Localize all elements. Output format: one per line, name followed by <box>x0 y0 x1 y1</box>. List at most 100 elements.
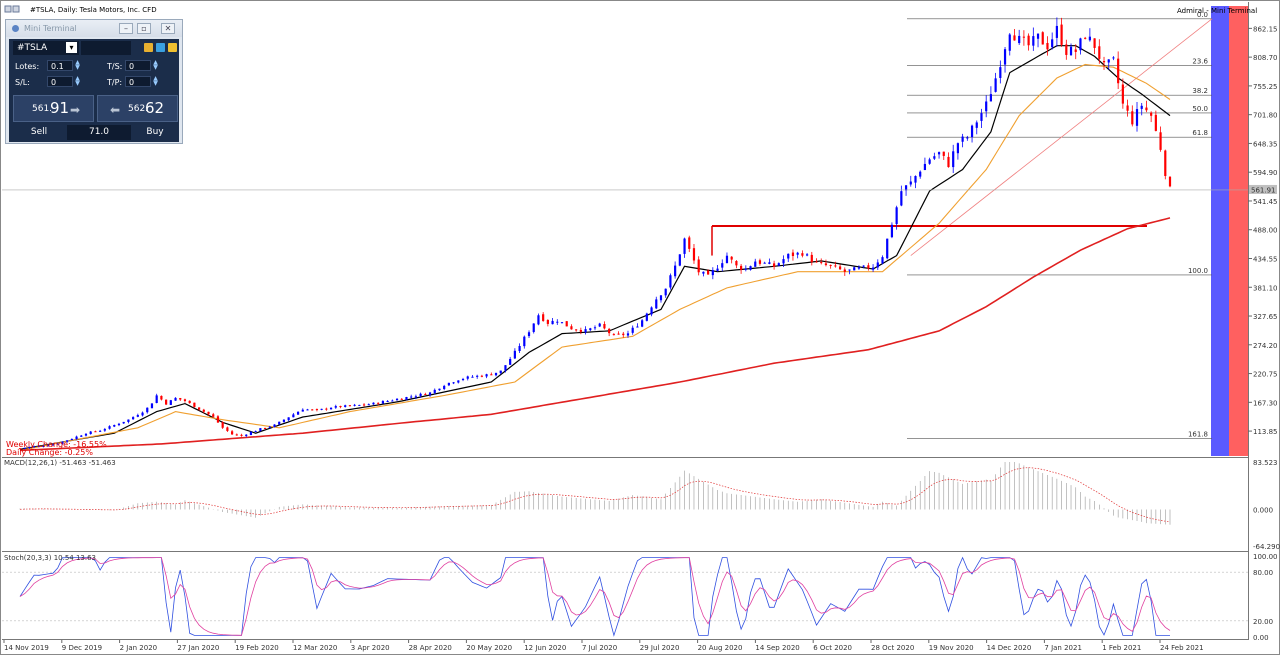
candle-body <box>1135 109 1139 126</box>
candle-body <box>777 263 780 266</box>
candle-body <box>377 402 380 404</box>
sell-price-button[interactable]: 561. 91 ➡ <box>13 95 94 122</box>
candle-body <box>23 447 26 449</box>
candle-body <box>1117 58 1120 84</box>
candle-body <box>306 409 309 411</box>
lock-icon[interactable] <box>144 43 153 52</box>
candle-body <box>99 430 102 432</box>
daily-change-text: Daily Change: -0.25% <box>6 448 93 457</box>
title-icon <box>4 5 12 13</box>
candle-body <box>433 389 436 393</box>
sl-input[interactable]: 0 <box>47 76 73 87</box>
candle-body <box>353 404 356 406</box>
candle-body <box>80 435 83 437</box>
lots-input[interactable]: 0.1 <box>47 60 73 71</box>
candle-body <box>1126 105 1129 111</box>
macd-tick-label: 0.000 <box>1253 506 1273 514</box>
symbol-search-field[interactable] <box>81 41 131 55</box>
time-tick-label: 28 Oct 2020 <box>871 644 914 652</box>
candle-body <box>273 424 276 427</box>
symbol-select[interactable]: #TSLA <box>13 41 79 55</box>
time-tick-label: 29 Jul 2020 <box>640 644 680 652</box>
tp-input[interactable]: 0 <box>125 76 151 87</box>
candle-body <box>740 265 743 270</box>
candle-body <box>754 261 757 267</box>
candle-body <box>221 422 224 428</box>
candle-body <box>890 224 894 238</box>
candle-body <box>669 275 672 288</box>
gear-icon[interactable] <box>156 43 165 52</box>
sell-button[interactable]: Sell <box>30 127 48 137</box>
candle-body <box>834 265 837 267</box>
arrow-left-icon: ⬅ <box>110 103 121 117</box>
candle-body <box>626 333 630 336</box>
time-tick-label: 12 Mar 2020 <box>293 644 337 652</box>
tp-stepper[interactable]: ▲ ▼ <box>153 75 158 87</box>
candle-body <box>504 365 507 371</box>
candle-body <box>245 434 248 436</box>
buy-price-button[interactable]: ⬅ 562. 62 <box>97 95 178 122</box>
candle-body <box>358 404 361 406</box>
candle-body <box>490 374 493 376</box>
candle-body <box>56 443 59 445</box>
buy-button[interactable]: Buy <box>146 127 164 137</box>
price-tick-label: 220.75 <box>1253 371 1278 379</box>
candle-body <box>75 436 78 440</box>
ts-input[interactable]: 0 <box>125 60 151 71</box>
candle-body <box>565 321 568 327</box>
price-tick-label: 808.70 <box>1253 54 1278 62</box>
info-icon[interactable] <box>168 43 177 52</box>
candle-body <box>1055 25 1058 38</box>
candle-body <box>94 431 97 433</box>
candle-body <box>980 113 983 121</box>
candle-body <box>645 313 648 321</box>
time-tick-label: 19 Feb 2020 <box>235 644 279 652</box>
current-price-box <box>1249 184 1277 194</box>
candles <box>18 17 1172 450</box>
stoch-d-line <box>19 557 1171 636</box>
ts-stepper[interactable]: ▲ ▼ <box>153 59 158 71</box>
candle-body <box>791 252 795 257</box>
time-axis: 14 Nov 2019 9 Dec 2019 2 Jan 2020 27 Jan 20… <box>3 640 1204 652</box>
candle-body <box>909 181 912 185</box>
candle-body <box>419 393 422 396</box>
candle-body <box>367 404 370 406</box>
candle-body <box>914 176 917 183</box>
candle-body <box>1107 59 1110 63</box>
sell-price-big: 91 <box>50 99 70 117</box>
time-tick-label: 14 Sep 2020 <box>755 644 799 652</box>
chevron-down-icon[interactable]: ▾ <box>66 42 77 53</box>
candle-body <box>1121 84 1124 104</box>
time-tick-label: 27 Jan 2020 <box>177 644 219 652</box>
resistance-line[interactable] <box>711 224 1147 256</box>
chart-title: #TSLA, Daily: Tesla Motors, Inc. CFD <box>30 6 157 14</box>
candle-body <box>989 94 993 102</box>
candle-body <box>499 370 502 374</box>
candle-body <box>193 402 196 408</box>
lots-stepper[interactable]: ▲ ▼ <box>75 59 80 71</box>
candle-body <box>796 252 799 255</box>
candle-body <box>447 382 450 386</box>
candle-body <box>975 122 978 128</box>
restore-icon[interactable]: ▫ <box>137 23 151 34</box>
candle-body <box>320 408 323 410</box>
candle-body <box>749 266 752 270</box>
fib-trendline[interactable] <box>910 18 1213 256</box>
tp-label: T/P: <box>107 78 123 87</box>
candle-body <box>405 397 408 400</box>
candle-body <box>122 421 125 424</box>
mini-terminal[interactable]: Mini Terminal – ▫ ✕ #TSLA ▾ Lotes: 0.1 ▲… <box>5 19 183 144</box>
mini-terminal-titlebar[interactable]: Mini Terminal – ▫ ✕ <box>6 20 182 37</box>
candle-body <box>33 446 36 448</box>
candle-body <box>1074 49 1077 52</box>
candle-body <box>763 262 766 264</box>
sl-stepper[interactable]: ▲ ▼ <box>75 75 80 87</box>
candle-body <box>287 417 290 421</box>
time-tick-label: 19 Nov 2020 <box>929 644 974 652</box>
candle-body <box>1079 38 1082 51</box>
minimize-icon[interactable]: – <box>119 23 133 34</box>
fib-label: 61.8 <box>1192 129 1208 137</box>
candle-body <box>84 433 88 436</box>
close-icon[interactable]: ✕ <box>161 23 175 34</box>
